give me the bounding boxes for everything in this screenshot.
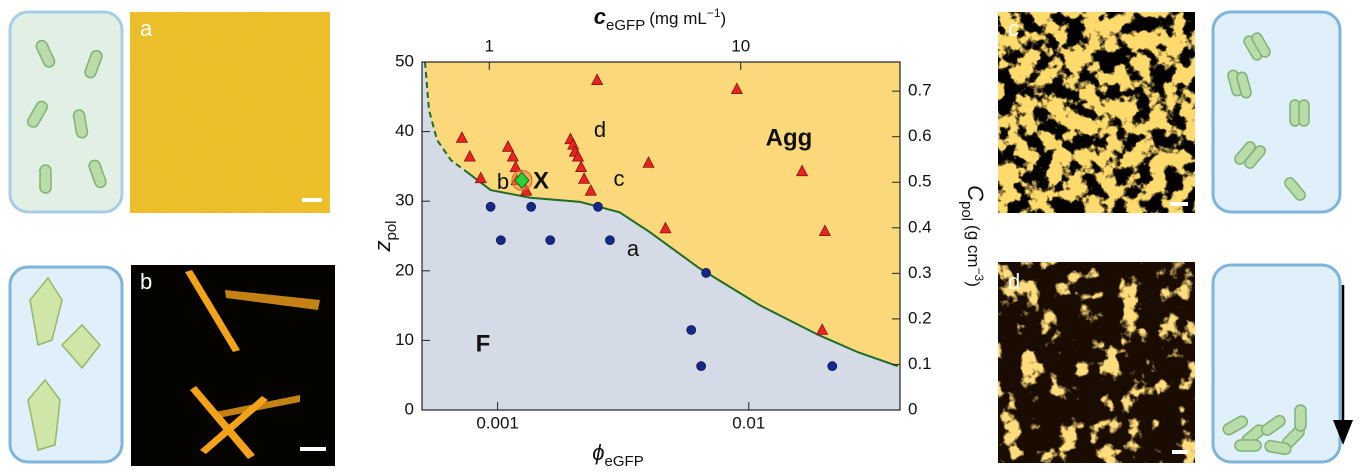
y2-axis-title-sub: pol	[958, 201, 975, 221]
x2-axis-title-sup: −1	[707, 6, 721, 20]
f-point	[545, 235, 556, 246]
chart: 0.001 0.01 1 10 0 10 20 30 40 50 0 0.1 0.2 0.3 0.4 0.5 0…	[370, 4, 988, 470]
x2-axis-title-sub: eGFP	[606, 17, 645, 34]
phase-boundary	[466, 171, 899, 368]
agg-point	[818, 224, 832, 236]
y-axis-title-symbol: z	[370, 241, 395, 253]
y-tick-label: 0	[405, 399, 414, 418]
f-point	[495, 235, 506, 246]
y-tick-label: 30	[395, 191, 414, 210]
vial-d	[1211, 263, 1353, 464]
y2-axis-title-close: )	[964, 281, 983, 287]
y2-axis-title-sup: −3	[972, 268, 986, 282]
panel-label: d	[1008, 269, 1020, 294]
annotation: c	[614, 166, 625, 191]
agg-point	[730, 82, 744, 94]
f-point	[701, 268, 711, 278]
vial-a	[8, 10, 124, 214]
agg-point	[575, 160, 588, 172]
x2-axis-title-unit: (mg mL	[649, 9, 707, 28]
x2-axis-title-symbol: c	[594, 4, 606, 29]
agg-point	[455, 131, 469, 143]
y-axis-title-sub: pol	[383, 220, 400, 240]
vial-b	[8, 265, 124, 464]
agg-point	[795, 164, 809, 177]
y-tick-label: 40	[395, 121, 414, 140]
x2-axis-title-close: )	[721, 9, 727, 28]
x-axis-title-sub: eGFP	[605, 453, 644, 466]
panel-label: b	[140, 269, 152, 294]
image-b	[131, 265, 335, 466]
y2-axis-title: Cpol (g cm−3)	[958, 185, 988, 287]
agg-point	[816, 323, 829, 335]
agg-point	[591, 73, 604, 85]
image-d	[998, 262, 1195, 463]
agg-point	[463, 149, 476, 162]
y2-tick-label: 0	[908, 399, 917, 418]
f-point	[526, 201, 537, 212]
y2-tick-label: 0.2	[908, 308, 932, 327]
annotation: a	[627, 236, 640, 261]
f-point	[686, 325, 697, 335]
annotation: b	[497, 169, 509, 194]
image-c	[998, 12, 1195, 213]
f-point	[485, 201, 496, 212]
annotation: F	[476, 330, 491, 357]
y2-axis-title-unit: (g cm	[964, 225, 983, 268]
y2-tick-label: 0.1	[908, 354, 932, 373]
x2-tick-label: 10	[731, 36, 750, 55]
image-a	[130, 12, 330, 213]
y2-tick-label: 0.3	[908, 263, 932, 282]
f-point	[593, 201, 603, 212]
agg-point	[642, 156, 655, 168]
agg-point	[501, 140, 515, 152]
y2-tick-label: 0.4	[908, 217, 932, 236]
agg-point	[571, 149, 585, 162]
f-point	[827, 361, 838, 372]
f-point	[696, 361, 706, 372]
y-tick-label: 20	[395, 260, 414, 279]
x-tick-label: 0.01	[732, 413, 765, 432]
annotation: Agg	[766, 124, 813, 151]
y2-tick-label: 0.7	[908, 81, 932, 100]
agg-point	[659, 221, 672, 234]
region-f	[422, 62, 900, 410]
phase-boundary	[424, 61, 468, 173]
agg-point	[474, 171, 487, 184]
agg-point	[506, 149, 519, 162]
x-tick-label: 0.001	[476, 413, 519, 432]
x2-tick-label: 1	[485, 36, 494, 55]
y2-tick-label: 0.6	[908, 126, 932, 145]
y2-axis-title-symbol: C	[963, 185, 988, 201]
agg-point	[509, 160, 522, 172]
y-tick-label: 10	[395, 330, 414, 349]
y-axis-title: zpol	[370, 220, 400, 252]
annotation: X	[533, 167, 549, 194]
y2-tick-label: 0.5	[908, 172, 932, 191]
panel-label: c	[1008, 16, 1019, 41]
x-axis-title-symbol: ϕ	[592, 440, 604, 465]
x2-axis-title: ceGFP (mg mL−1)	[594, 4, 726, 34]
vial-c	[1211, 10, 1342, 214]
f-point	[605, 235, 615, 246]
x-point	[514, 171, 530, 190]
plot-frame	[421, 61, 901, 411]
y-tick-label: 50	[395, 51, 414, 70]
agg-point	[584, 184, 597, 196]
x-axis-title: ϕeGFP	[592, 440, 643, 466]
annotation: d	[594, 117, 606, 142]
panel-label: a	[140, 16, 153, 41]
agg-point	[578, 172, 591, 184]
